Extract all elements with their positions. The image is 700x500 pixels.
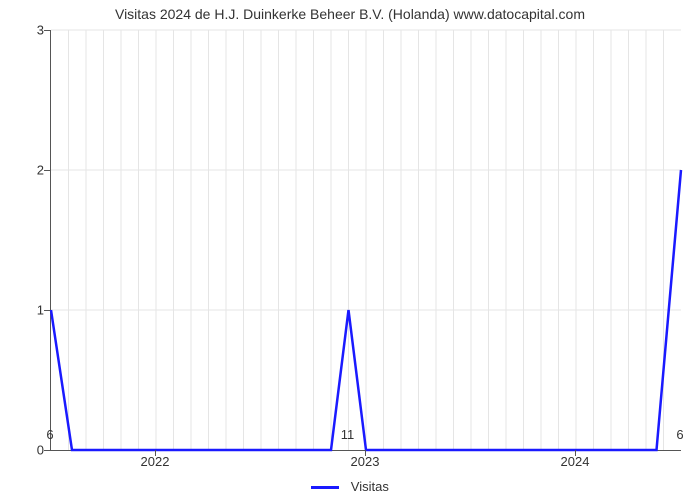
inline-annotation: 6 <box>676 427 683 442</box>
y-tick-label: 3 <box>4 23 44 38</box>
x-tick-label: 2023 <box>351 454 380 469</box>
chart-title: Visitas 2024 de H.J. Duinkerke Beheer B.… <box>0 6 700 22</box>
x-tick-mark <box>155 450 156 456</box>
legend: Visitas <box>0 479 700 494</box>
legend-label: Visitas <box>351 479 389 494</box>
y-tick-label: 1 <box>4 303 44 318</box>
legend-swatch <box>311 486 339 489</box>
y-tick-label: 0 <box>4 443 44 458</box>
y-tick-mark <box>44 170 50 171</box>
y-tick-mark <box>44 30 50 31</box>
x-tick-label: 2024 <box>561 454 590 469</box>
plot-area <box>50 30 681 451</box>
inline-annotation: 11 <box>341 427 355 442</box>
y-tick-mark <box>44 450 50 451</box>
inline-annotation: 6 <box>46 427 53 442</box>
y-tick-label: 2 <box>4 163 44 178</box>
chart-svg <box>51 30 681 450</box>
x-tick-mark <box>575 450 576 456</box>
x-tick-label: 2022 <box>141 454 170 469</box>
y-tick-mark <box>44 310 50 311</box>
x-tick-mark <box>365 450 366 456</box>
chart-container: Visitas 2024 de H.J. Duinkerke Beheer B.… <box>0 0 700 500</box>
